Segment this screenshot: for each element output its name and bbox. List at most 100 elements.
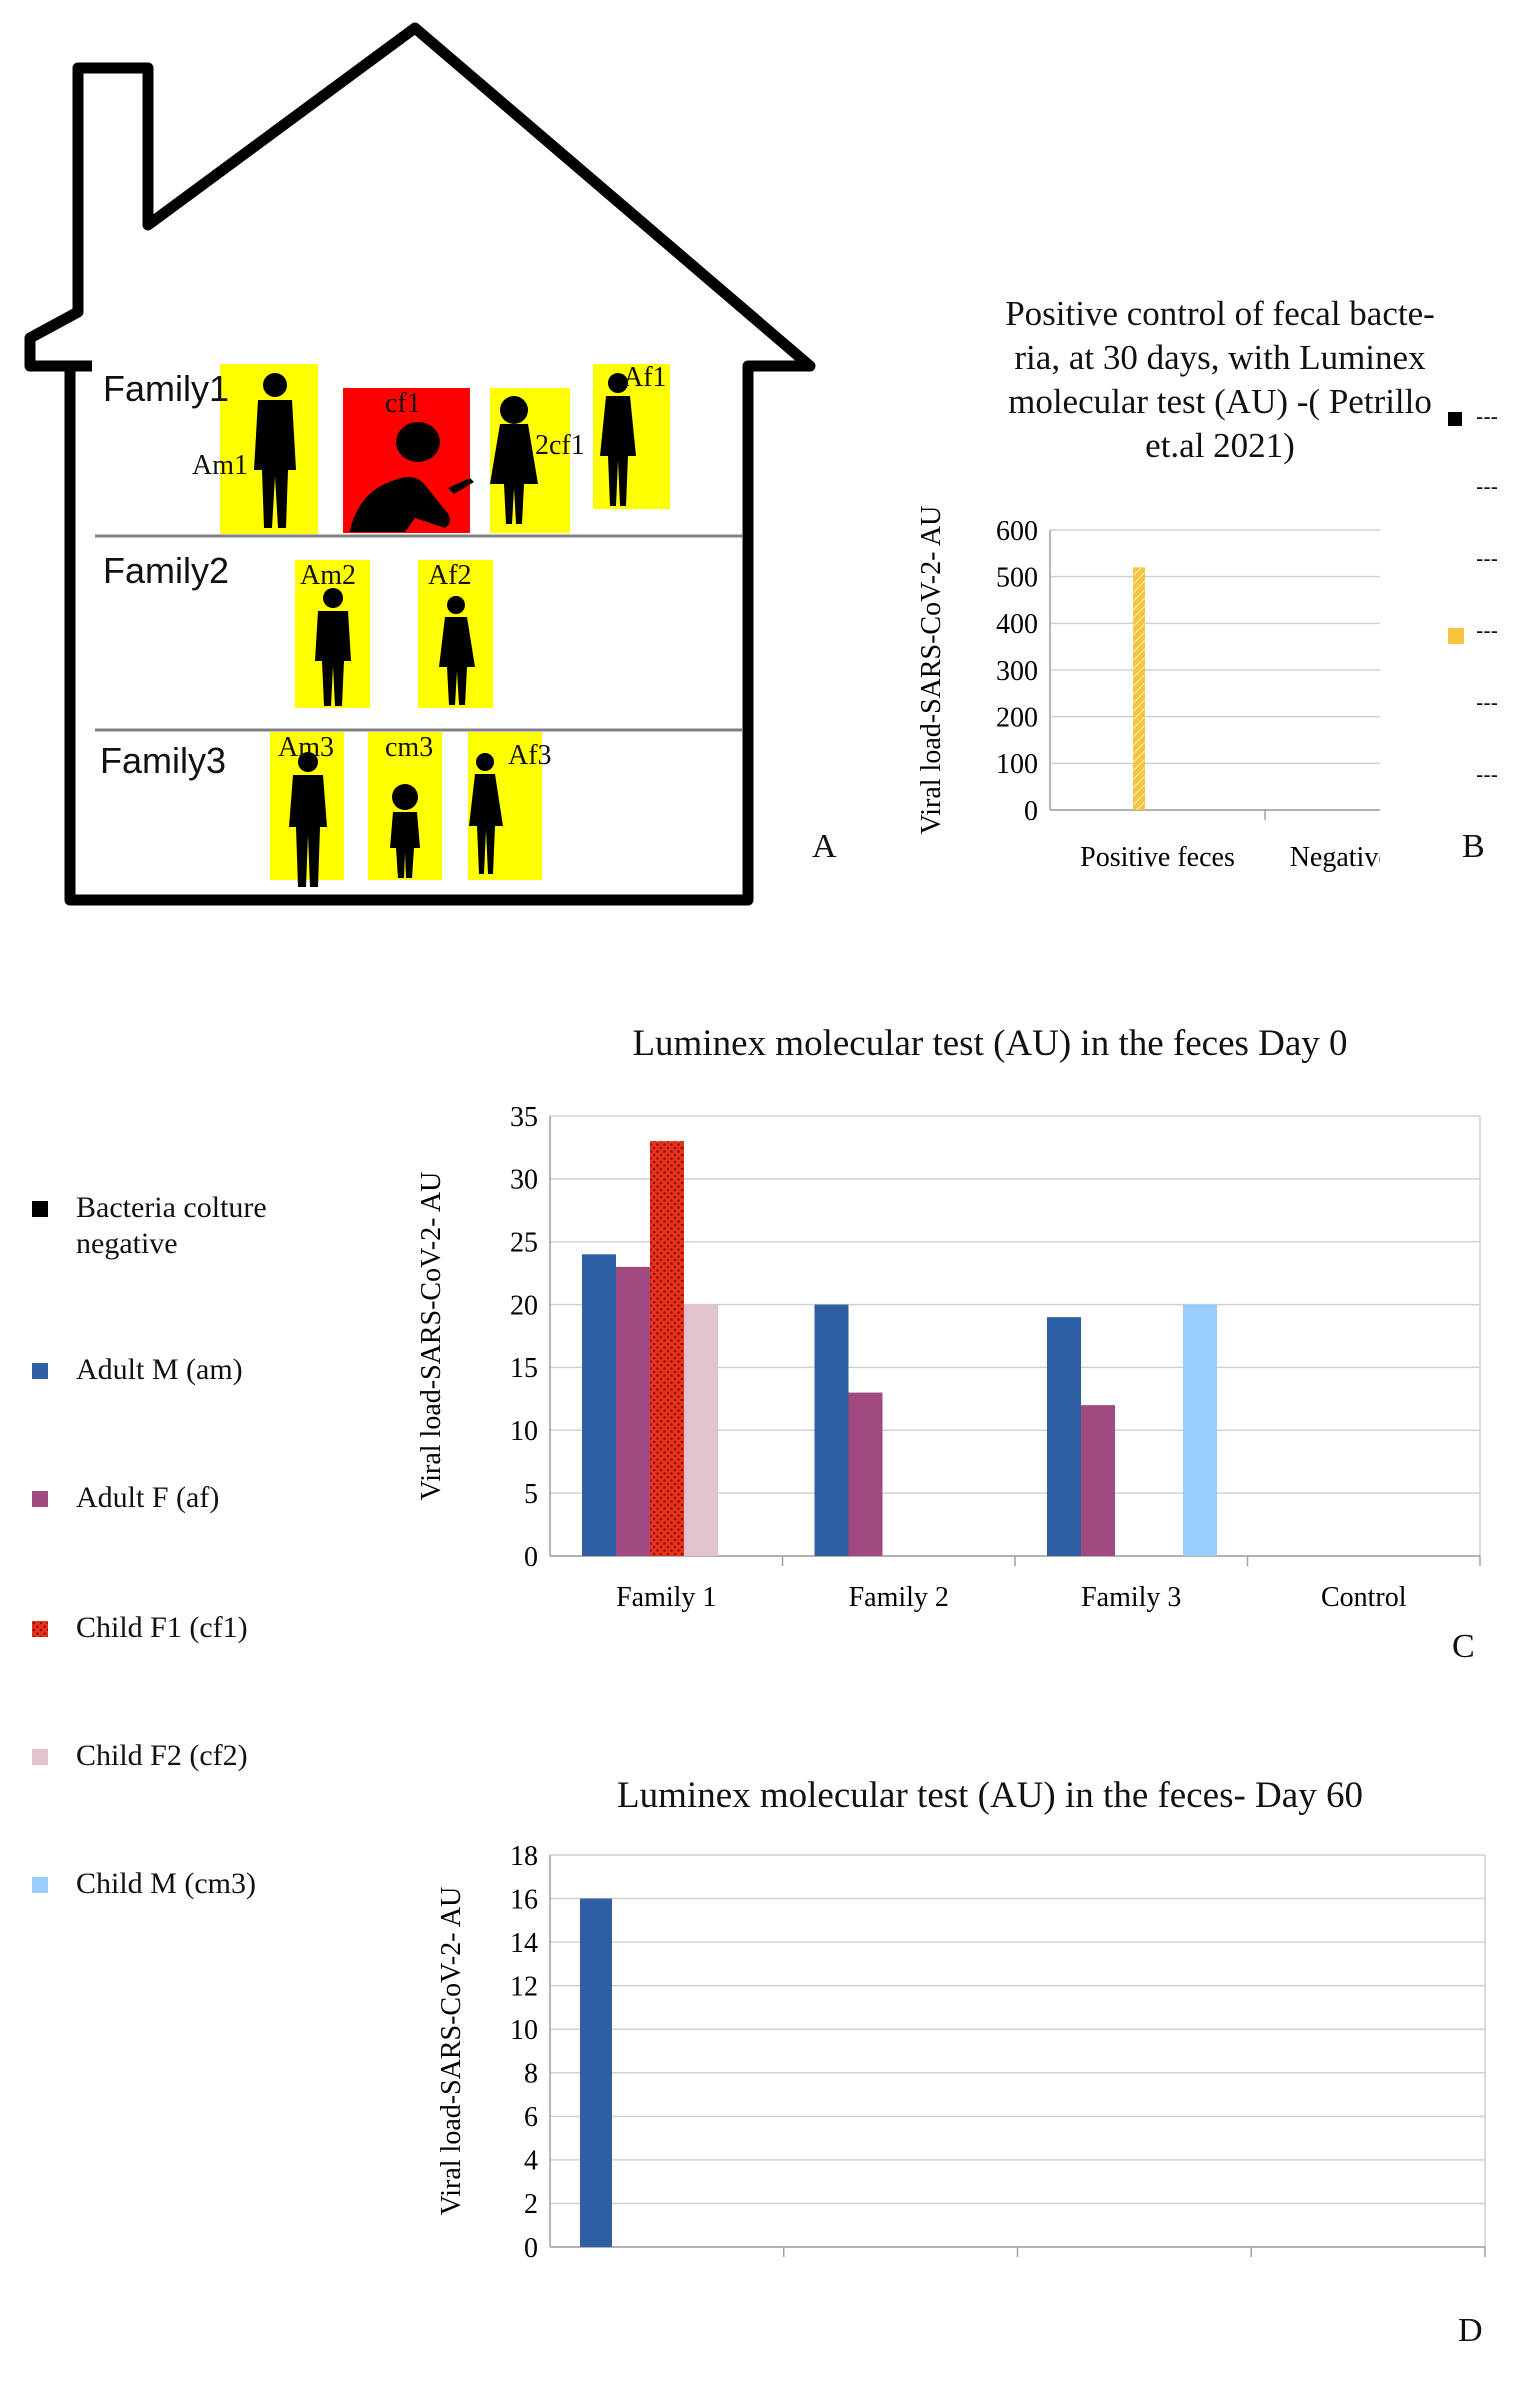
- y-tick-label: 25: [510, 1228, 538, 1259]
- y-tick-label: 15: [510, 1353, 538, 1384]
- legend-swatch: [32, 1363, 48, 1379]
- legend-mark: ---: [1476, 618, 1498, 643]
- y-tick-label: 18: [510, 1841, 538, 1872]
- legend-swatch: [32, 1201, 48, 1217]
- bar: [848, 1392, 883, 1556]
- bar: [580, 1898, 612, 2247]
- panel-a-letter: A: [812, 828, 837, 865]
- legend-swatch: [32, 1491, 48, 1507]
- series-legend: Bacteria colture negative Adult M (am) A…: [0, 1180, 340, 1940]
- y-axis-label: Viral load-SARS-CoV-2- AU: [916, 506, 947, 835]
- x-tick-label: Family 2: [849, 1582, 949, 1613]
- adult-male-silhouette-icon: [289, 752, 327, 887]
- x-tick-label: Family 1: [616, 1582, 716, 1613]
- y-tick-label: 10: [510, 2015, 538, 2046]
- panel-c-letter: C: [1452, 1628, 1475, 1665]
- y-tick-label: 16: [510, 1884, 538, 1915]
- legend-label: Adult F (af): [76, 1481, 220, 1514]
- member-label-am1: Am1: [192, 450, 248, 481]
- y-tick-label: 14: [510, 1928, 538, 1959]
- legend-mark: ---: [1476, 690, 1498, 715]
- bar: [1133, 567, 1145, 810]
- panel-c-chart: Viral load-SARS-CoV-2- AU 0 5 10 15 20 25 30 35 F…: [416, 1102, 1481, 1613]
- y-tick-label: 600: [996, 516, 1038, 547]
- legend-swatch: [32, 1877, 48, 1893]
- x-tick-label: Family 3: [1084, 2271, 1184, 2275]
- y-tick-label: 200: [996, 702, 1038, 733]
- y-axis-label: Viral load-SARS-CoV-2- AU: [436, 1887, 467, 2216]
- adult-female-silhouette-icon: [469, 753, 503, 874]
- legend-label: Adult M (am): [76, 1353, 243, 1386]
- panel-d-letter: D: [1458, 2312, 1483, 2349]
- bar: [582, 1254, 616, 1556]
- y-tick-label: 500: [996, 562, 1038, 593]
- legend-mark: ---: [1476, 762, 1498, 787]
- family-2-label: Family2: [103, 550, 230, 591]
- y-tick-label: 12: [510, 1971, 538, 2002]
- y-tick-label: 4: [524, 2146, 538, 2177]
- legend-mark: ---: [1476, 404, 1498, 429]
- adult-female-silhouette-icon: [600, 373, 636, 506]
- girl-silhouette-icon: [490, 396, 538, 524]
- x-tick-label: Control: [1321, 1582, 1407, 1613]
- boy-silhouette-icon: [390, 784, 420, 878]
- y-tick-label: 35: [510, 1102, 538, 1133]
- x-tick-label: Family 1: [617, 2271, 717, 2275]
- bar: [684, 1304, 718, 1556]
- x-tick-label: Negative feces: [1290, 842, 1380, 873]
- legend-label: Child F1 (cf1): [76, 1611, 248, 1644]
- family-1-label: Family1: [103, 368, 230, 409]
- family-3-label: Family3: [100, 740, 227, 781]
- y-tick-label: 0: [1024, 796, 1038, 827]
- panel-b-chart: Viral load-SARS-CoV-2- AU 0 100 200 300 400 50…: [916, 506, 1380, 873]
- legend-mark: ---: [1476, 474, 1498, 499]
- x-tick-label: Positive feces: [1080, 842, 1235, 873]
- adult-female-silhouette-icon: [439, 596, 475, 705]
- y-tick-label: 100: [996, 749, 1038, 780]
- y-tick-label: 0: [524, 1542, 538, 1573]
- legend-swatch-positive-feces: [1448, 628, 1464, 644]
- member-label-2cf1: 2cf1: [535, 430, 585, 461]
- panel-d-title: Luminex molecular test (AU) in the feces…: [617, 1775, 1363, 1816]
- panel-b-title: Positive control of fecal bacte- ria, at…: [1005, 294, 1435, 465]
- adult-male-silhouette-icon: [254, 373, 296, 528]
- panel-d-chart: Viral load-SARS-CoV-2- AU 0 2 4 6 8 10 12 14 16 18…: [436, 1841, 1486, 2275]
- crawling-baby-silhouette-icon: [350, 422, 474, 532]
- x-tick-label: Control: [1325, 2271, 1411, 2275]
- y-tick-label: 10: [510, 1416, 538, 1447]
- x-tick-label: Family 3: [1081, 1582, 1181, 1613]
- member-label-af2: Af2: [428, 560, 472, 591]
- panel-b-side-legend: --- --- --- --- --- ---: [1440, 400, 1520, 820]
- y-tick-label: 30: [510, 1165, 538, 1196]
- y-tick-label: 0: [524, 2233, 538, 2264]
- y-tick-label: 20: [510, 1290, 538, 1321]
- member-label-af1: Af1: [623, 362, 667, 393]
- panel-c-title: Luminex molecular test (AU) in the feces…: [632, 1023, 1348, 1064]
- bar: [1081, 1405, 1115, 1556]
- legend-swatch-bacteria-negative: [1448, 412, 1462, 426]
- y-tick-label: 5: [524, 1479, 538, 1510]
- legend-mark: ---: [1476, 546, 1498, 571]
- member-label-am2: Am2: [300, 560, 356, 591]
- y-tick-label: 2: [524, 2189, 538, 2220]
- bar: [616, 1266, 650, 1556]
- adult-male-silhouette-icon: [315, 588, 351, 706]
- bar: [650, 1141, 684, 1556]
- x-tick-label: Family 2: [850, 2271, 950, 2275]
- panel-b-letter: B: [1462, 828, 1485, 865]
- bar: [1183, 1304, 1217, 1556]
- y-tick-label: 8: [524, 2059, 538, 2090]
- member-label-af3: Af3: [508, 740, 552, 771]
- y-axis-label: Viral load-SARS-CoV-2- AU: [416, 1172, 447, 1501]
- y-tick-label: 6: [524, 2102, 538, 2133]
- member-label-am3: Am3: [278, 732, 334, 763]
- legend-label: Bacteria colture negative: [76, 1191, 267, 1260]
- y-tick-label: 400: [996, 609, 1038, 640]
- legend-swatch: [32, 1621, 48, 1637]
- member-label-cm3: cm3: [385, 732, 434, 763]
- bar: [814, 1304, 849, 1556]
- legend-label: Child F2 (cf2): [76, 1739, 248, 1772]
- member-label-cf1: cf1: [385, 388, 421, 419]
- y-tick-label: 300: [996, 656, 1038, 687]
- panel-a-house: [24, 22, 816, 906]
